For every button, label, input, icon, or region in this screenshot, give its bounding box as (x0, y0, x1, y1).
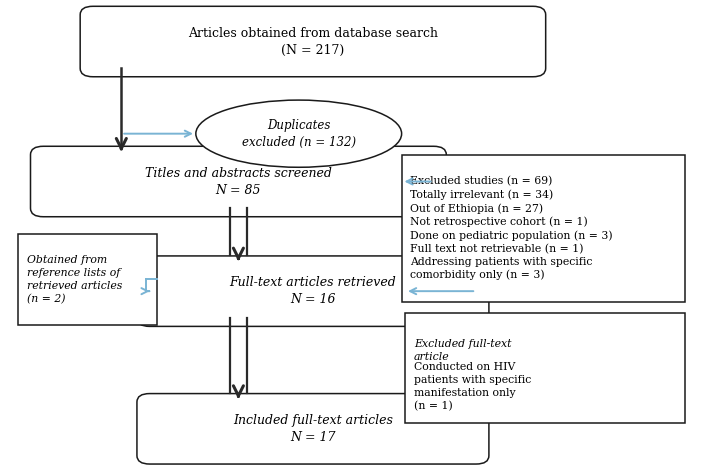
Text: Obtained from
reference lists of
retrieved articles
(n = 2): Obtained from reference lists of retriev… (27, 255, 122, 304)
Ellipse shape (196, 100, 402, 167)
Text: Articles obtained from database search
(N = 217): Articles obtained from database search (… (188, 27, 438, 57)
Text: Included full-text articles
N = 17: Included full-text articles N = 17 (233, 414, 393, 444)
Text: Excluded full-text
article: Excluded full-text article (414, 339, 511, 362)
FancyBboxPatch shape (137, 256, 489, 326)
FancyBboxPatch shape (31, 146, 447, 217)
FancyBboxPatch shape (80, 6, 545, 77)
FancyBboxPatch shape (137, 394, 489, 464)
FancyBboxPatch shape (405, 313, 685, 423)
Text: Excluded studies (n = 69)
Totally irrelevant (n = 34)
Out of Ethiopia (n = 27)
N: Excluded studies (n = 69) Totally irrele… (410, 176, 613, 280)
FancyBboxPatch shape (402, 155, 685, 302)
FancyBboxPatch shape (18, 234, 157, 325)
Text: Duplicates
excluded (n = 132): Duplicates excluded (n = 132) (242, 119, 356, 149)
Text: Full-text articles retrieved
N = 16: Full-text articles retrieved N = 16 (230, 276, 396, 306)
Text: Titles and abstracts screened
N = 85: Titles and abstracts screened N = 85 (145, 167, 332, 197)
Text: Conducted on HIV
patients with specific
manifestation only
(n = 1): Conducted on HIV patients with specific … (414, 362, 531, 411)
